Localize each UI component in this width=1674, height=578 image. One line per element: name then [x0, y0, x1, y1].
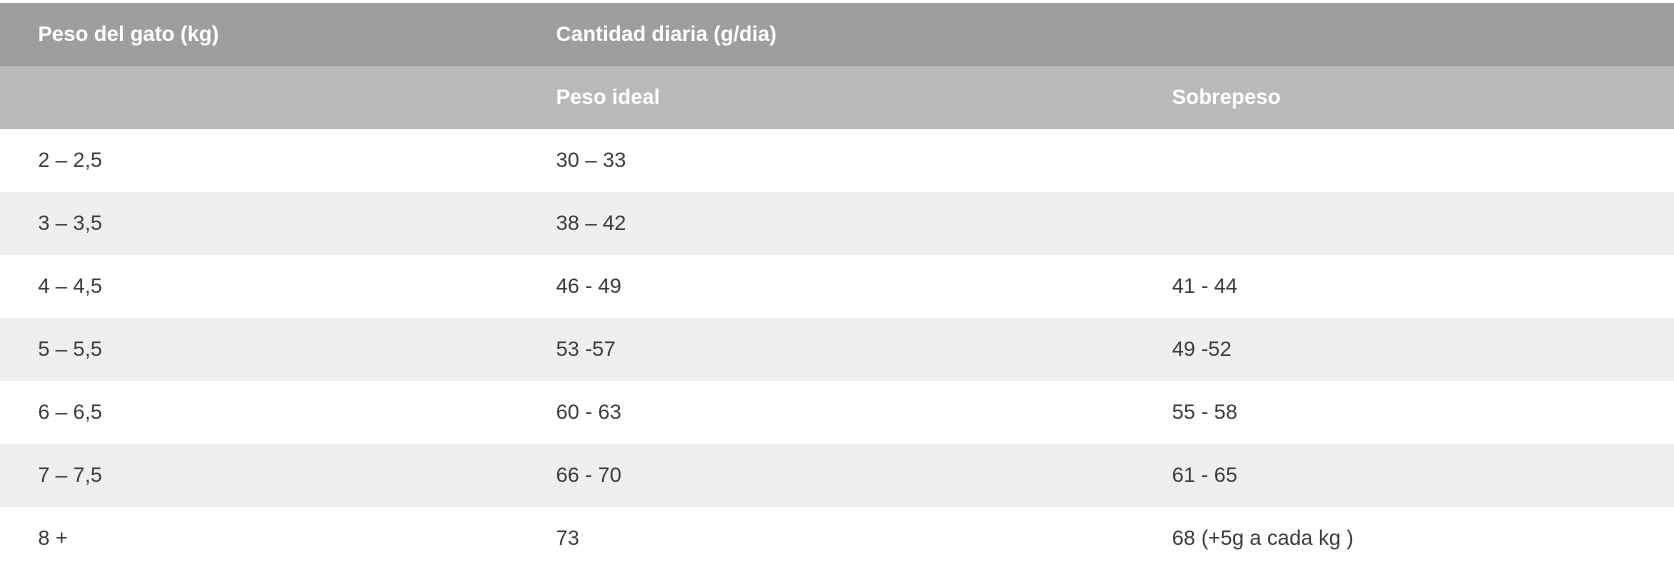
cell-weight: 8 +: [38, 526, 68, 550]
cell-overweight: 68 (+5g a cada kg ): [1172, 526, 1354, 550]
cell-ideal: 60 - 63: [556, 400, 622, 424]
cell-ideal: 73: [556, 526, 580, 550]
table-row: 4 – 4,5 46 - 49 41 - 44: [0, 255, 1674, 318]
cell-ideal: 66 - 70: [556, 463, 622, 487]
cat-feeding-table: Peso del gato (kg) Cantidad diaria (g/di…: [0, 3, 1674, 570]
table-row: 7 – 7,5 66 - 70 61 - 65: [0, 444, 1674, 507]
cell-ideal: 53 -57: [556, 337, 616, 361]
table-row: 8 + 73 68 (+5g a cada kg ): [0, 507, 1674, 570]
cell-weight: 4 – 4,5: [38, 274, 103, 298]
cell-ideal: 46 - 49: [556, 274, 622, 298]
header-cell-ideal-weight: Peso ideal: [518, 66, 1134, 129]
header-cell-overweight: Sobrepeso: [1134, 66, 1674, 129]
header-cell-weight: Peso del gato (kg): [0, 3, 518, 66]
table-row: 2 – 2,5 30 – 33: [0, 129, 1674, 192]
cell-overweight: 61 - 65: [1172, 463, 1238, 487]
table-body: 2 – 2,5 30 – 33 3 – 3,5 38 – 42 4 – 4,5 …: [0, 129, 1674, 570]
cell-overweight: 49 -52: [1172, 337, 1232, 361]
header-cell-daily-quantity: Cantidad diaria (g/dia): [518, 3, 1674, 66]
cell-weight: 3 – 3,5: [38, 211, 103, 235]
cell-ideal: 38 – 42: [556, 211, 627, 235]
cell-overweight: [1134, 192, 1674, 255]
table-row: 5 – 5,5 53 -57 49 -52: [0, 318, 1674, 381]
cell-overweight: [1134, 129, 1674, 192]
cell-overweight: 55 - 58: [1172, 400, 1238, 424]
cell-weight: 6 – 6,5: [38, 400, 103, 424]
table-header: Peso del gato (kg) Cantidad diaria (g/di…: [0, 3, 1674, 129]
cell-weight: 7 – 7,5: [38, 463, 103, 487]
cell-weight: 5 – 5,5: [38, 337, 103, 361]
cell-ideal: 30 – 33: [556, 148, 627, 172]
cell-overweight: 41 - 44: [1172, 274, 1238, 298]
header-row-main: Peso del gato (kg) Cantidad diaria (g/di…: [0, 3, 1674, 66]
table-row: 3 – 3,5 38 – 42: [0, 192, 1674, 255]
header-cell-empty: [0, 66, 518, 129]
header-row-sub: Peso ideal Sobrepeso: [0, 66, 1674, 129]
cell-weight: 2 – 2,5: [38, 148, 103, 172]
table-row: 6 – 6,5 60 - 63 55 - 58: [0, 381, 1674, 444]
